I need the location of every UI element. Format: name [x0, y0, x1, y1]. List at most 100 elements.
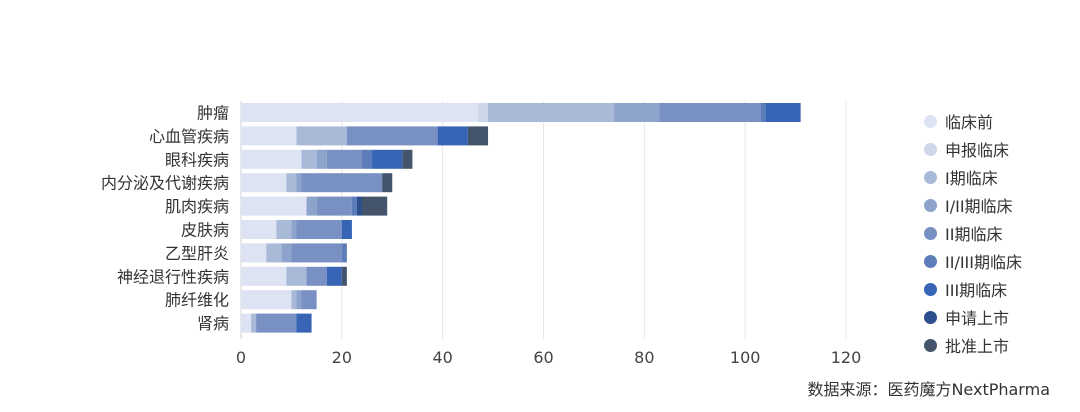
x-tick-label: 20: [332, 348, 352, 367]
legend-label: 申请上市: [945, 309, 1010, 328]
bar-segment: [301, 149, 317, 169]
x-tick-label: 40: [432, 348, 452, 367]
bar-segment: [296, 126, 347, 146]
bar-segment: [241, 196, 307, 216]
bar-segment: [467, 126, 489, 146]
legend-item: II/III期临床: [924, 247, 1022, 275]
category-label: 乙型肝炎: [165, 244, 229, 263]
bar-segment: [241, 243, 267, 263]
category-label: 神经退行性疾病: [117, 267, 229, 286]
bar-segment: [316, 149, 327, 169]
bar-segment: [488, 103, 615, 122]
bar-segment: [241, 126, 297, 146]
bar-segment: [346, 126, 438, 146]
bar-segment: [291, 290, 297, 310]
x-tick-label: 60: [533, 348, 553, 367]
bar-segment: [356, 196, 362, 216]
bar-segment: [251, 313, 257, 333]
bar-segment: [306, 266, 327, 286]
legend-item: III期临床: [924, 275, 1022, 303]
legend-label: III期临床: [945, 281, 1008, 300]
bar-segment: [266, 243, 282, 263]
bar-segment: [326, 266, 342, 286]
bar-segment: [301, 290, 317, 310]
legend-item: I期临床: [924, 163, 1022, 191]
bar-segment: [241, 290, 292, 310]
category-label: 肺纤维化: [165, 291, 229, 310]
category-label: 肿瘤: [197, 104, 229, 123]
legend-swatch-icon: [924, 254, 937, 268]
legend-label: 临床前: [945, 113, 994, 132]
bar-segment: [241, 220, 277, 239]
bar-segment: [256, 313, 297, 333]
bar-segment: [477, 103, 489, 122]
category-label: 皮肤病: [181, 221, 229, 240]
bar-segment: [286, 173, 297, 193]
bar-segment: [286, 266, 307, 286]
legend-item: II期临床: [924, 219, 1022, 247]
category-label: 眼科疾病: [165, 150, 229, 169]
x-tick-label: 80: [634, 348, 654, 367]
legend-item: 申请上市: [924, 303, 1022, 331]
bar-segment: [341, 220, 352, 239]
legend-item: 临床前: [924, 107, 1022, 135]
bar-segment: [372, 149, 403, 169]
bar-segment: [291, 220, 297, 239]
legend-label: I期临床: [945, 169, 998, 188]
legend-item: 申报临床: [924, 135, 1022, 163]
bar-segment: [362, 196, 388, 216]
legend-swatch-icon: [924, 170, 937, 184]
bar-segment: [306, 196, 317, 216]
bar-segment: [382, 173, 393, 193]
bar-segment: [241, 266, 287, 286]
x-tick-label: 100: [730, 348, 761, 367]
bar-segment: [296, 173, 302, 193]
bar-segment: [316, 196, 352, 216]
legend-label: I/II期临床: [945, 197, 1013, 216]
legend-label: 申报临床: [945, 141, 1010, 160]
x-axis-ticks: 0 20 40 60 80 100 120: [236, 348, 861, 367]
source-note: 数据来源：医药魔方NextPharma: [807, 380, 1050, 399]
bar-segment: [241, 313, 252, 333]
category-label: 肾病: [197, 314, 229, 333]
bar-segment: [402, 149, 413, 169]
bar-segment: [296, 220, 342, 239]
bar-segment: [362, 149, 373, 169]
bar-segment: [241, 173, 287, 193]
bar-segment: [614, 103, 660, 122]
category-labels: 肿瘤心血管疾病眼科疾病内分泌及代谢疾病肌肉疾病皮肤病乙型肝炎神经退行性疾病肺纤维…: [101, 104, 229, 334]
bar-segment: [760, 103, 766, 122]
bar-segment: [281, 243, 292, 263]
bar-segment: [326, 149, 362, 169]
legend-label: II期临床: [945, 225, 1003, 244]
bar-segment: [296, 290, 302, 310]
legend: 临床前申报临床 I期临床 I/II期临床 II期临床 II/III期临床 III期临床 申请…: [924, 107, 1022, 359]
legend-item: 批准上市: [924, 331, 1022, 359]
legend-swatch-icon: [924, 282, 937, 296]
bar-segment: [301, 173, 383, 193]
legend-swatch-icon: [924, 310, 937, 324]
legend-swatch-icon: [924, 114, 937, 128]
legend-swatch-icon: [924, 142, 937, 156]
bar-segment: [241, 149, 302, 169]
bar-segment: [241, 103, 478, 122]
legend-item: I/II期临床: [924, 191, 1022, 219]
bar-segment: [437, 126, 468, 146]
bar-segment: [765, 103, 801, 122]
legend-label: 批准上市: [945, 337, 1010, 356]
legend-label: II/III期临床: [945, 253, 1022, 272]
x-tick-label: 120: [831, 348, 862, 367]
legend-swatch-icon: [924, 198, 937, 212]
bar-segment: [296, 313, 312, 333]
legend-swatch-icon: [924, 226, 937, 240]
category-label: 内分泌及代谢疾病: [101, 174, 229, 193]
bar-segment: [276, 220, 292, 239]
category-label: 心血管疾病: [149, 127, 229, 146]
bar-segment: [341, 266, 347, 286]
bars-layer: [241, 103, 801, 333]
bar-segment: [291, 243, 342, 263]
x-tick-label: 0: [236, 348, 246, 367]
bar-segment: [341, 243, 347, 263]
category-label: 肌肉疾病: [165, 197, 229, 216]
